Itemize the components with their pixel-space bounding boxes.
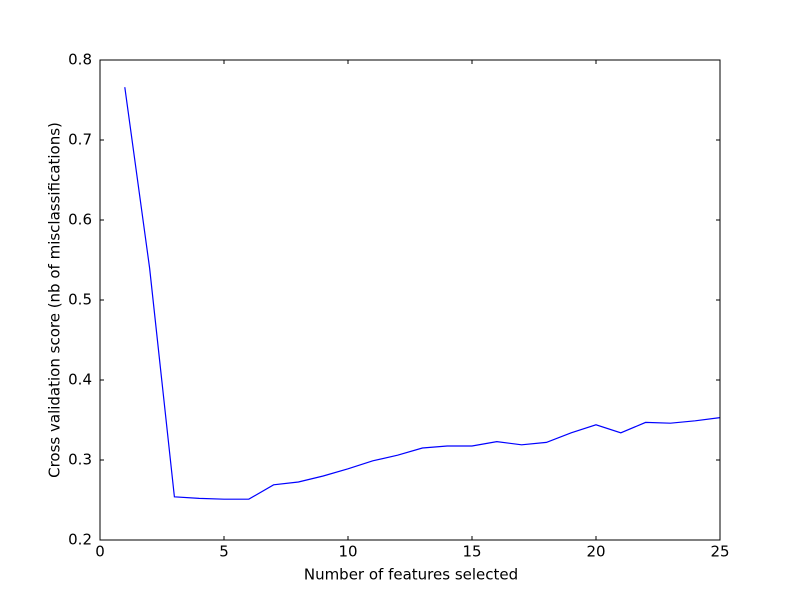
x-tick-label: 0 — [95, 543, 105, 561]
y-tick-label: 0.2 — [68, 531, 92, 549]
y-tick-label: 0.5 — [68, 291, 92, 309]
y-tick-label: 0.3 — [68, 451, 92, 469]
plot-frame — [99, 59, 721, 541]
y-tick-label: 0.7 — [68, 131, 92, 149]
x-tick-label: 25 — [710, 543, 729, 561]
x-tick-label: 5 — [219, 543, 229, 561]
y-tick-label: 0.4 — [68, 371, 92, 389]
x-tick-label: 10 — [338, 543, 357, 561]
x-axis-label: Number of features selected — [304, 566, 518, 584]
y-axis-label: Cross validation score (nb of misclassif… — [46, 122, 64, 478]
line — [124, 87, 721, 500]
y-tick-label: 0.8 — [68, 51, 92, 69]
y-tick-label: 0.6 — [68, 211, 92, 229]
x-tick-label: 20 — [586, 543, 605, 561]
x-tick-label: 15 — [462, 543, 481, 561]
